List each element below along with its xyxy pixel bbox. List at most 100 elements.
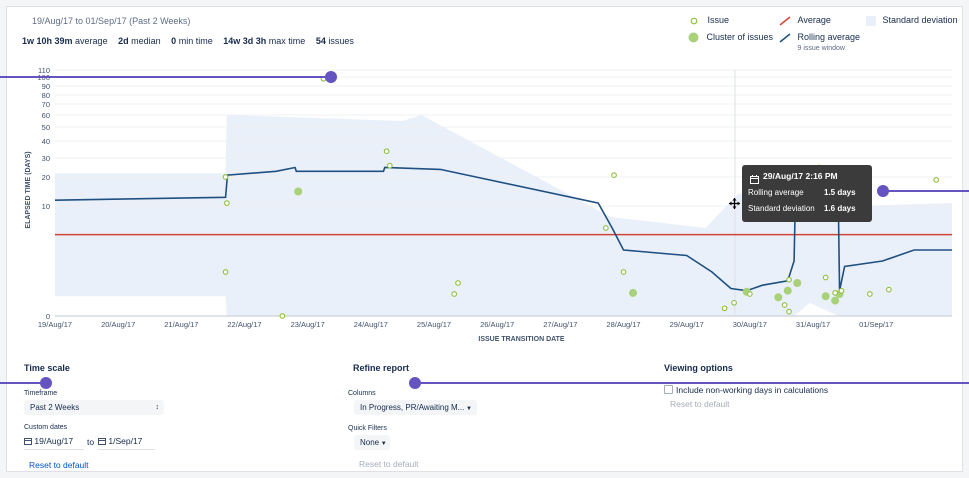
x-tick-label: 24/Aug/17 [354,320,388,329]
issue-point [279,313,286,319]
control-chart[interactable]: 010203040506070809010011019/Aug/1720/Aug… [0,0,969,350]
x-tick-label: 29/Aug/17 [670,320,704,329]
cluster-point [783,286,792,295]
issue-point [838,287,845,294]
issue-point [602,225,609,231]
x-tick-label: 21/Aug/17 [164,320,198,329]
calendar-icon [750,171,759,189]
time-scale-reset-link[interactable]: Reset to default [29,460,89,470]
chart-tooltip: 29/Aug/17 2:16 PM Rolling average 1.5 da… [742,165,872,222]
y-tick-label: 90 [42,82,50,91]
non-working-days-label: Include non-working days in calculations [676,385,829,395]
quick-filters-label: Quick Filters [348,425,387,432]
issue-point [781,302,788,308]
issue-point [822,274,829,281]
viewing-reset-link[interactable]: Reset to default [670,399,730,409]
caret-down-icon: ▼ [379,441,387,447]
issue-point [611,172,617,178]
issue-point [222,174,229,180]
callout-line-1 [0,76,330,78]
issue-point [223,200,230,206]
from-date-field[interactable]: 19/Aug/17 [24,434,84,450]
summary-stats: 1w 10h 39m average 2d median 0 min time … [22,36,362,46]
cluster-point [628,288,637,297]
columns-dropdown[interactable]: In Progress, PR/Awaiting M... ▼ [354,400,477,415]
tooltip-stddev-value: 1.6 days [824,204,856,213]
issue-point [731,299,737,306]
callout-marker-3 [40,377,52,389]
x-tick-label: 23/Aug/17 [291,320,325,329]
rolling-line-icon [779,33,791,43]
x-tick-label: 26/Aug/17 [480,320,514,329]
quick-filters-dropdown[interactable]: None ▼ [354,435,390,450]
caret-down-icon: ▼ [464,406,472,412]
stat-issues: 54 issues [315,36,354,46]
cluster-point [821,292,830,301]
issue-point [620,269,627,275]
to-date-field[interactable]: 1/Sep/17 [98,434,155,450]
issue-point [885,286,892,293]
columns-label: Columns [348,390,376,397]
non-working-days-checkbox[interactable] [664,385,673,394]
x-tick-label: 20/Aug/17 [101,320,135,329]
tooltip-rolling-label: Rolling average [748,188,804,197]
y-tick-label: 40 [42,137,50,146]
legend-stddev: Standard deviation [866,15,958,26]
y-tick-label: 20 [42,173,50,182]
stddev-swatch-icon [866,15,876,26]
issue-point [933,177,940,183]
rolling-average-line [54,166,952,292]
issue-point [455,280,461,286]
y-axis-title: ELAPSED TIME (DAYS) [25,151,32,228]
timeframe-label: Timeframe [24,390,58,397]
time-scale-title: Time scale [24,363,70,373]
callout-line-2 [882,190,969,192]
calendar-icon [98,438,106,445]
x-tick-label: 27/Aug/17 [543,320,577,329]
cluster-point [774,293,783,302]
stat-min: 0 min time [171,36,213,46]
cluster-point [294,187,303,196]
x-tick-label: 31/Aug/17 [796,320,830,329]
x-tick-label: 01/Sep/17 [859,320,893,329]
issue-point [867,291,873,297]
issue-point [832,290,838,296]
tooltip-stddev-label: Standard deviation [748,204,815,213]
issue-point [222,269,229,275]
stat-average: 1w 10h 39m average [22,36,108,46]
issue-point [451,291,458,297]
x-tick-label: 30/Aug/17 [733,320,767,329]
stat-median: 2d median [118,36,161,46]
callout-line-3 [0,382,46,384]
legend-cluster: Cluster of issues [688,32,773,43]
issue-point [383,148,390,155]
legend-average: Average [779,15,831,26]
x-tick-label: 28/Aug/17 [606,320,640,329]
custom-dates-label: Custom dates [24,424,68,431]
stat-max: 14w 3d 3h max time [223,36,306,46]
cluster-marker-icon [688,32,699,43]
issue-point [721,305,728,312]
move-cursor-icon [729,196,740,214]
callout-marker-2 [877,185,889,197]
std-dev-band [55,115,952,316]
tooltip-rolling-value: 1.5 days [824,188,856,197]
timeframe-select[interactable]: Past 2 Weeks ↕ [24,400,164,415]
y-tick-label: 30 [42,154,50,163]
issue-point [747,291,753,297]
refine-reset-link[interactable]: Reset to default [359,459,419,469]
issue-point [786,276,792,283]
y-tick-label: 50 [42,123,50,132]
x-axis-title: ISSUE TRANSITION DATE [478,336,565,343]
select-arrows-icon: ↕ [155,404,160,411]
y-tick-label: 80 [42,91,50,100]
cluster-point [793,279,802,287]
issue-point [386,162,393,169]
legend-rolling: Rolling average 9 issue window [779,32,860,52]
cluster-point [831,296,840,305]
issue-marker-icon [690,17,698,25]
y-tick-label: 60 [42,111,50,120]
average-line-icon [779,16,791,26]
calendar-icon [24,438,32,445]
y-tick-label: 0 [46,312,50,321]
